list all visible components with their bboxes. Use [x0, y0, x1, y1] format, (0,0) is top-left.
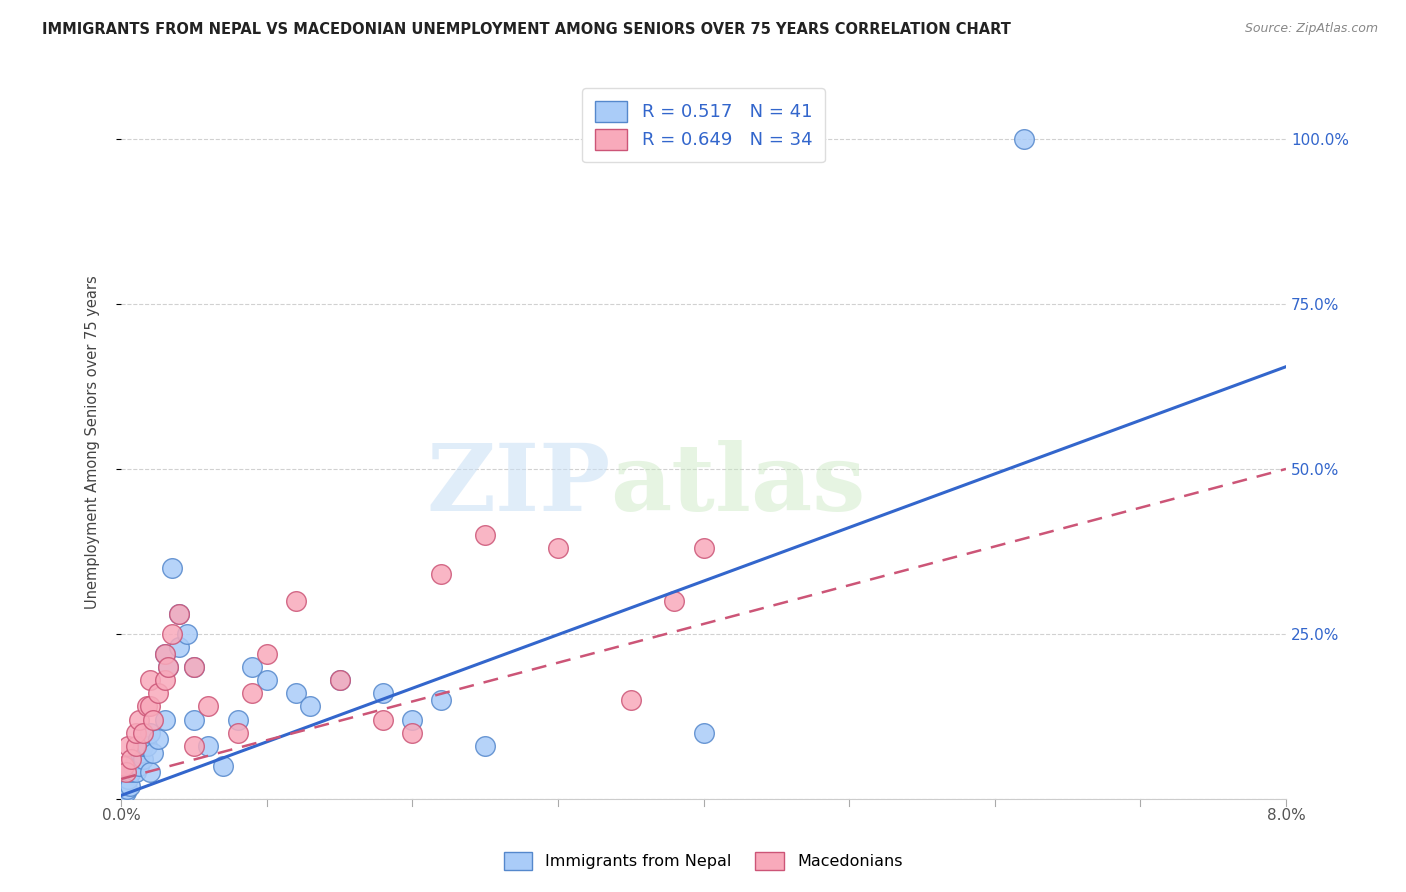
- Point: [117, 739, 139, 753]
- Point: [430, 567, 453, 582]
- Point: [226, 726, 249, 740]
- Point: [153, 647, 176, 661]
- Point: [620, 693, 643, 707]
- Point: [160, 561, 183, 575]
- Point: [125, 739, 148, 753]
- Point: [139, 673, 162, 687]
- Point: [121, 758, 143, 772]
- Point: [142, 713, 165, 727]
- Point: [692, 541, 714, 555]
- Point: [146, 686, 169, 700]
- Text: IMMIGRANTS FROM NEPAL VS MACEDONIAN UNEMPLOYMENT AMONG SENIORS OVER 75 YEARS COR: IMMIGRANTS FROM NEPAL VS MACEDONIAN UNEM…: [42, 22, 1011, 37]
- Point: [142, 746, 165, 760]
- Point: [160, 627, 183, 641]
- Point: [256, 647, 278, 661]
- Point: [256, 673, 278, 687]
- Point: [183, 660, 205, 674]
- Point: [156, 660, 179, 674]
- Point: [212, 758, 235, 772]
- Point: [547, 541, 569, 555]
- Point: [240, 686, 263, 700]
- Text: atlas: atlas: [610, 441, 866, 531]
- Point: [136, 739, 159, 753]
- Point: [176, 627, 198, 641]
- Point: [153, 673, 176, 687]
- Text: Source: ZipAtlas.com: Source: ZipAtlas.com: [1244, 22, 1378, 36]
- Point: [169, 607, 191, 621]
- Legend: Immigrants from Nepal, Macedonians: Immigrants from Nepal, Macedonians: [494, 842, 912, 880]
- Point: [132, 752, 155, 766]
- Point: [183, 660, 205, 674]
- Point: [299, 699, 322, 714]
- Point: [129, 746, 152, 760]
- Point: [112, 779, 135, 793]
- Point: [146, 732, 169, 747]
- Point: [114, 785, 136, 799]
- Point: [128, 758, 150, 772]
- Point: [169, 640, 191, 654]
- Point: [125, 765, 148, 780]
- Point: [474, 528, 496, 542]
- Point: [183, 739, 205, 753]
- Point: [120, 752, 142, 766]
- Point: [692, 726, 714, 740]
- Point: [136, 699, 159, 714]
- Point: [117, 772, 139, 786]
- Point: [284, 594, 307, 608]
- Point: [474, 739, 496, 753]
- Point: [125, 726, 148, 740]
- Point: [373, 686, 395, 700]
- Y-axis label: Unemployment Among Seniors over 75 years: Unemployment Among Seniors over 75 years: [86, 276, 100, 609]
- Point: [169, 607, 191, 621]
- Point: [197, 699, 219, 714]
- Point: [226, 713, 249, 727]
- Point: [125, 752, 148, 766]
- Point: [118, 779, 141, 793]
- Point: [401, 713, 423, 727]
- Point: [328, 673, 350, 687]
- Point: [1012, 132, 1035, 146]
- Point: [112, 758, 135, 772]
- Point: [197, 739, 219, 753]
- Point: [139, 699, 162, 714]
- Text: ZIP: ZIP: [426, 441, 610, 531]
- Point: [240, 660, 263, 674]
- Point: [114, 765, 136, 780]
- Point: [153, 647, 176, 661]
- Point: [153, 713, 176, 727]
- Point: [132, 726, 155, 740]
- Point: [132, 739, 155, 753]
- Point: [430, 693, 453, 707]
- Point: [115, 781, 138, 796]
- Point: [128, 713, 150, 727]
- Point: [664, 594, 686, 608]
- Point: [139, 726, 162, 740]
- Point: [183, 713, 205, 727]
- Point: [284, 686, 307, 700]
- Point: [373, 713, 395, 727]
- Point: [120, 765, 142, 780]
- Legend: R = 0.517   N = 41, R = 0.649   N = 34: R = 0.517 N = 41, R = 0.649 N = 34: [582, 88, 825, 162]
- Point: [139, 765, 162, 780]
- Point: [156, 660, 179, 674]
- Point: [401, 726, 423, 740]
- Point: [328, 673, 350, 687]
